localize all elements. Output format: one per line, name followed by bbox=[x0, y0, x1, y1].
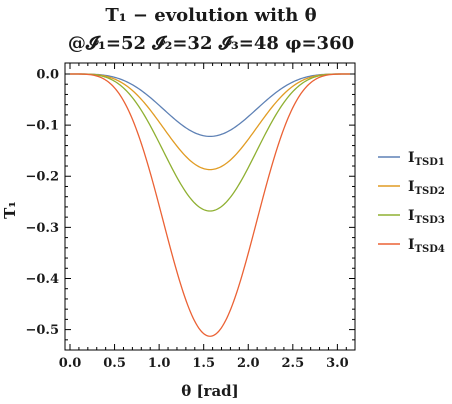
series-line-tsd2 bbox=[70, 73, 350, 171]
y-tick-label: −0.5 bbox=[25, 323, 59, 338]
series-line-tsd1 bbox=[70, 73, 350, 138]
x-axis-label: θ [rad] bbox=[181, 382, 239, 400]
chart-title-line1: T₁ − evolution with θ bbox=[105, 5, 316, 26]
y-tick-label: −0.2 bbox=[25, 170, 59, 185]
legend-label-tsd4: ITSD4 bbox=[408, 237, 445, 255]
plot-frame bbox=[64, 62, 356, 351]
x-tick-label: 3.0 bbox=[326, 356, 349, 371]
series-lines bbox=[70, 73, 350, 337]
legend: ITSD1 ITSD2 ITSD3 ITSD4 bbox=[378, 150, 445, 255]
y-tick-label: 0.0 bbox=[36, 68, 59, 83]
y-tick-label: −0.3 bbox=[25, 221, 59, 236]
legend-label-tsd3: ITSD3 bbox=[408, 208, 445, 226]
x-tick-label: 2.0 bbox=[237, 356, 260, 371]
chart-title-line2: @𝓘₁=52 𝓘₂=32 𝓘₃=48 φ=360 bbox=[68, 33, 354, 54]
legend-label-tsd1: ITSD1 bbox=[408, 150, 445, 168]
y-tick-label: −0.4 bbox=[25, 272, 59, 287]
x-tick-label: 2.5 bbox=[282, 356, 305, 371]
y-axis-label: T₁ bbox=[1, 201, 19, 219]
series-line-tsd3 bbox=[70, 73, 350, 212]
series-line-tsd4 bbox=[70, 73, 350, 337]
y-ticks: 0.0 −0.1 −0.2 −0.3 −0.4 −0.5 bbox=[25, 68, 355, 341]
x-ticks: 0.0 0.5 1.0 1.5 2.0 2.5 3.0 bbox=[59, 63, 349, 371]
x-tick-label: 0.0 bbox=[59, 356, 82, 371]
y-tick-label: −0.1 bbox=[25, 119, 59, 134]
x-tick-label: 0.5 bbox=[103, 356, 126, 371]
x-tick-label: 1.5 bbox=[192, 356, 215, 371]
legend-label-tsd2: ITSD2 bbox=[408, 179, 445, 197]
x-tick-label: 1.0 bbox=[148, 356, 171, 371]
